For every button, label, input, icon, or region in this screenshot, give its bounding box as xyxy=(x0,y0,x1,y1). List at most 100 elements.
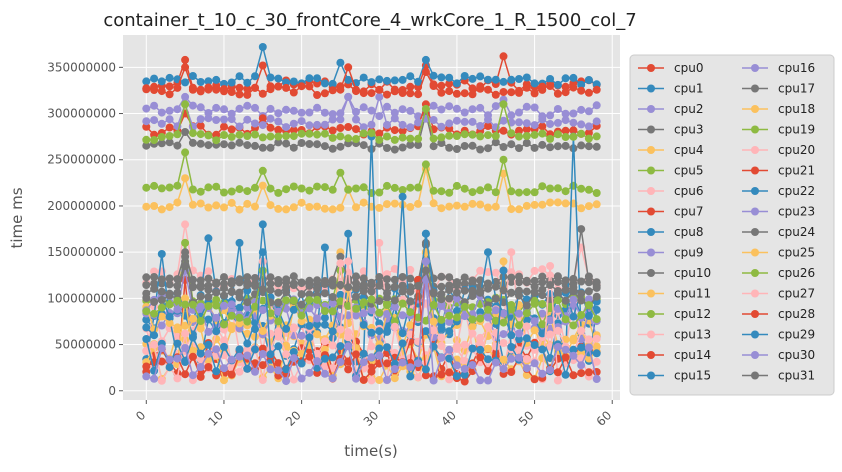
data-point xyxy=(142,117,151,126)
legend-item-cpu26: cpu26 xyxy=(742,266,815,280)
data-point xyxy=(305,296,314,305)
data-point xyxy=(437,272,446,281)
data-point xyxy=(150,340,159,349)
data-point xyxy=(592,101,601,110)
data-point xyxy=(352,284,360,293)
data-point xyxy=(437,73,446,82)
legend-marker xyxy=(647,248,655,257)
data-point xyxy=(359,358,368,367)
data-point xyxy=(157,376,166,385)
data-point xyxy=(437,204,446,213)
data-point xyxy=(336,259,345,268)
data-point xyxy=(429,274,438,283)
data-point xyxy=(220,342,228,351)
data-point xyxy=(320,129,329,138)
data-point xyxy=(142,141,151,150)
data-point xyxy=(569,126,578,135)
data-point xyxy=(212,278,221,287)
data-point xyxy=(173,275,182,284)
data-point xyxy=(173,296,182,305)
data-point xyxy=(499,52,508,61)
legend-label: cpu14 xyxy=(674,348,711,362)
data-point xyxy=(289,106,298,115)
data-point xyxy=(220,115,228,124)
data-point xyxy=(390,114,399,123)
data-point xyxy=(515,118,523,127)
data-point xyxy=(212,313,221,322)
data-point xyxy=(421,68,430,76)
data-point xyxy=(375,188,384,197)
data-point xyxy=(305,352,314,361)
data-point xyxy=(499,116,508,125)
legend-label: cpu5 xyxy=(674,164,703,178)
data-point xyxy=(266,329,275,338)
data-point xyxy=(251,325,259,334)
data-point xyxy=(243,351,252,360)
legend-label: cpu10 xyxy=(674,266,711,280)
data-point xyxy=(297,331,306,340)
data-point xyxy=(352,184,360,193)
data-point xyxy=(421,365,430,374)
data-point xyxy=(592,80,601,89)
data-point xyxy=(429,376,438,385)
data-point xyxy=(320,354,329,363)
data-point xyxy=(204,141,213,150)
data-point xyxy=(142,273,151,282)
data-point xyxy=(266,104,275,113)
legend-marker xyxy=(647,310,655,318)
data-point xyxy=(414,134,423,143)
data-point xyxy=(289,119,298,128)
data-point xyxy=(328,307,337,316)
data-point xyxy=(305,74,314,83)
data-point xyxy=(328,144,337,153)
legend-item-cpu8: cpu8 xyxy=(638,225,703,239)
data-point xyxy=(289,348,298,356)
data-point xyxy=(313,330,322,339)
data-point xyxy=(157,77,166,86)
data-point xyxy=(460,89,469,98)
data-point xyxy=(460,142,469,150)
data-point xyxy=(282,283,291,292)
data-point xyxy=(274,117,283,126)
data-point xyxy=(484,144,492,153)
data-point xyxy=(305,140,314,148)
data-point xyxy=(282,365,291,374)
data-point xyxy=(212,327,221,336)
data-point xyxy=(460,130,469,139)
data-point xyxy=(157,87,166,96)
data-point xyxy=(344,75,353,84)
data-point xyxy=(577,86,586,95)
data-point xyxy=(375,129,384,138)
data-point xyxy=(584,128,593,137)
data-point xyxy=(313,314,322,323)
legend-marker xyxy=(751,228,759,236)
data-point xyxy=(499,100,508,109)
data-point xyxy=(491,102,500,111)
data-point xyxy=(336,132,345,141)
data-point xyxy=(445,273,454,282)
data-point xyxy=(515,329,523,338)
data-point xyxy=(452,145,461,153)
data-point xyxy=(320,289,329,298)
data-point xyxy=(258,361,267,370)
data-point xyxy=(243,281,252,290)
data-point xyxy=(546,184,555,193)
data-point xyxy=(538,182,547,191)
data-point xyxy=(445,202,454,211)
data-point xyxy=(336,358,345,366)
data-point xyxy=(352,374,360,383)
data-point xyxy=(251,345,259,354)
data-point xyxy=(157,184,166,193)
data-point xyxy=(429,326,438,335)
data-point xyxy=(522,287,531,296)
data-point xyxy=(173,141,182,150)
data-point xyxy=(196,139,205,148)
data-point xyxy=(452,104,461,113)
data-point xyxy=(235,275,244,284)
legend-marker xyxy=(647,105,655,113)
data-point xyxy=(445,354,454,363)
data-point xyxy=(274,288,283,297)
data-point xyxy=(320,204,329,213)
data-point xyxy=(142,372,151,381)
data-point xyxy=(204,349,213,358)
